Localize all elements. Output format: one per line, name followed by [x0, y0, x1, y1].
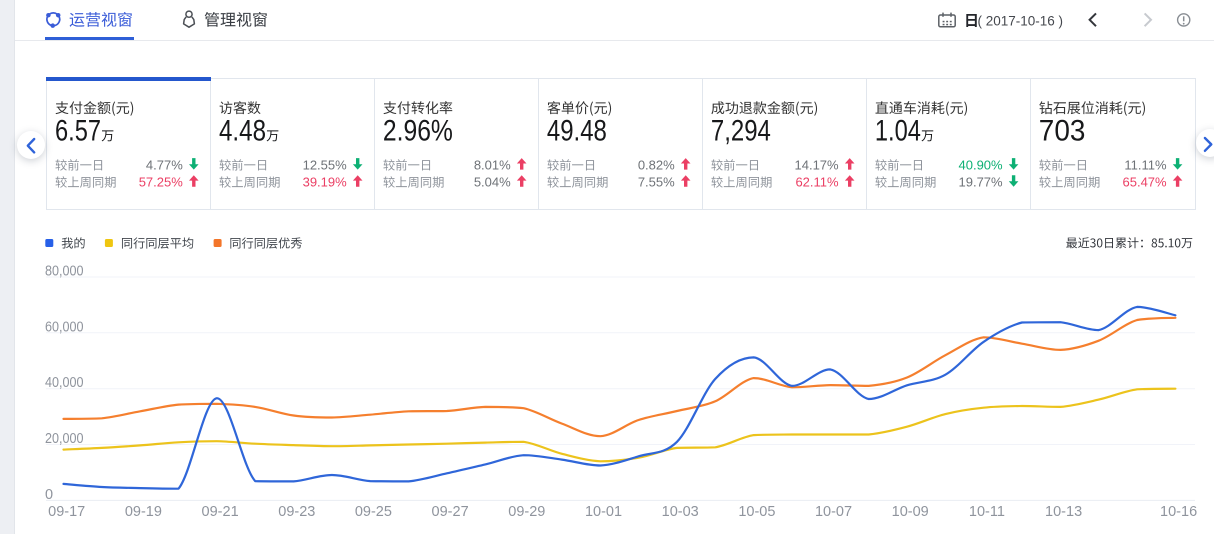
svg-text:8.01%: 8.01% [474, 157, 511, 172]
svg-text:09-17: 09-17 [48, 504, 85, 520]
svg-text:80,000: 80,000 [45, 264, 84, 280]
svg-text:10-09: 10-09 [892, 504, 929, 520]
svg-text:09-29: 09-29 [508, 504, 545, 520]
svg-text:49.48: 49.48 [547, 115, 607, 148]
svg-text:10-11: 10-11 [969, 504, 1005, 520]
svg-text:10-03: 10-03 [662, 504, 699, 520]
svg-text:60,000: 60,000 [45, 319, 84, 335]
svg-text:09-23: 09-23 [278, 504, 315, 520]
svg-text:10-16: 10-16 [1160, 504, 1197, 520]
svg-text:703: 703 [1039, 115, 1086, 148]
svg-text:14.17%: 14.17% [795, 157, 840, 172]
svg-text:7.55%: 7.55% [638, 174, 675, 189]
svg-text:2.96%: 2.96% [383, 115, 453, 148]
svg-text:40,000: 40,000 [45, 375, 84, 391]
svg-text:09-21: 09-21 [202, 504, 239, 520]
svg-text:09-19: 09-19 [125, 504, 162, 520]
svg-text:57.25%: 57.25% [139, 174, 184, 189]
svg-text:( 2017-10-16 ): ( 2017-10-16 ) [978, 13, 1064, 28]
svg-text:09-25: 09-25 [355, 504, 392, 520]
svg-text:1.04: 1.04 [875, 115, 921, 148]
svg-text:19.77%: 19.77% [959, 174, 1004, 189]
svg-text:0: 0 [45, 487, 53, 503]
svg-text:62.11%: 62.11% [795, 174, 839, 189]
svg-text:4.48: 4.48 [219, 115, 266, 148]
svg-text:7,294: 7,294 [711, 115, 771, 148]
svg-text:20,000: 20,000 [45, 431, 84, 447]
svg-text:10-13: 10-13 [1045, 504, 1082, 520]
svg-text:4.77%: 4.77% [146, 157, 183, 172]
svg-text:11.11%: 11.11% [1124, 157, 1167, 172]
svg-text:65.47%: 65.47% [1123, 174, 1168, 189]
svg-text:40.90%: 40.90% [959, 157, 1004, 172]
svg-text:39.19%: 39.19% [303, 174, 348, 189]
svg-text:0.82%: 0.82% [638, 157, 675, 172]
svg-text:12.55%: 12.55% [303, 157, 348, 172]
svg-text:10-01: 10-01 [585, 504, 622, 520]
svg-text:10-07: 10-07 [815, 504, 852, 520]
svg-text:09-27: 09-27 [432, 504, 469, 520]
svg-text:10-05: 10-05 [738, 504, 775, 520]
svg-text:5.04%: 5.04% [474, 174, 511, 189]
svg-text:6.57: 6.57 [55, 115, 101, 148]
